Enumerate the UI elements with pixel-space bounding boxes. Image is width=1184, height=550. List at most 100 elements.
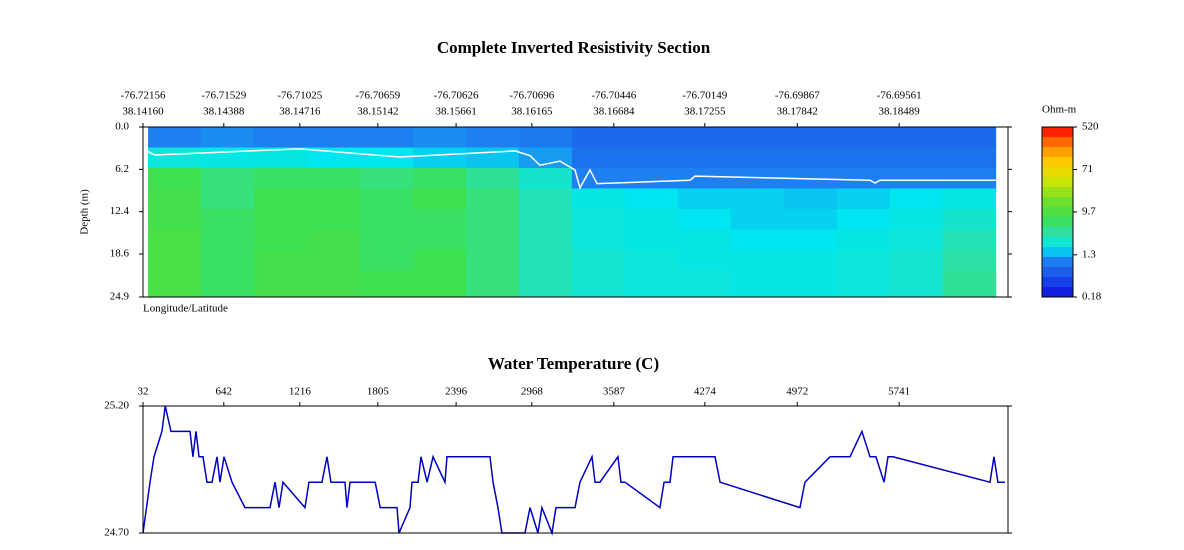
- heatmap-cell: [677, 127, 732, 148]
- bottom-line: [144, 148, 1001, 190]
- heatmap-cell: [624, 147, 679, 169]
- heatmap-cell: [306, 208, 361, 230]
- heatmap-cell: [783, 249, 838, 271]
- colorbar-band: [1042, 207, 1073, 218]
- colorbar-title: Ohm-m: [1042, 104, 1077, 116]
- line: [142, 405, 1005, 536]
- heatmap-cell: [677, 229, 732, 251]
- heatmap-cell: [889, 147, 944, 169]
- heatmap-cell: [253, 229, 308, 251]
- heatmap-cell: [942, 127, 997, 148]
- x-tick-label: 32: [138, 386, 149, 398]
- heatmap-cell: [942, 229, 997, 251]
- heatmap-cell: [465, 270, 520, 298]
- x-tick-label: -76.71025: [277, 90, 322, 102]
- colorbar-band: [1042, 227, 1073, 238]
- x-tick-label: 38.14388: [203, 106, 245, 118]
- heatmap-cell: [148, 229, 202, 251]
- heatmap-cell: [253, 249, 308, 271]
- x-tick-label: 1805: [367, 386, 390, 398]
- x-tick-label: -76.70659: [355, 90, 400, 102]
- colorbar-band: [1042, 277, 1073, 288]
- x-tick-label: -76.70446: [591, 90, 636, 102]
- x-tick-label: -76.72156: [121, 90, 166, 102]
- x-tick-label: 38.15661: [435, 106, 476, 118]
- heatmap-cell: [201, 188, 255, 210]
- plot-frame: [142, 405, 1009, 534]
- chart-title: Complete Inverted Resistivity Section: [437, 38, 711, 57]
- heatmap-cell: [942, 208, 997, 230]
- heatmap-cell: [253, 208, 308, 230]
- x-tick-label: -76.69561: [877, 90, 922, 102]
- colorbar-band: [1042, 187, 1073, 198]
- heatmap-cell: [306, 270, 361, 298]
- heatmap-cell: [359, 229, 414, 251]
- heatmap-cell: [148, 147, 202, 169]
- heatmap-cell: [359, 147, 414, 169]
- colorbar-band: [1042, 267, 1073, 278]
- colorbar-band: [1042, 137, 1073, 148]
- y-tick-label: 12.4: [110, 205, 130, 217]
- heatmap-cell: [518, 208, 573, 230]
- heatmap-cell: [306, 229, 361, 251]
- heatmap-cell: [783, 188, 838, 210]
- heatmap-cell: [783, 229, 838, 251]
- heatmap-cell: [942, 249, 997, 271]
- heatmap-cell: [783, 208, 838, 230]
- heatmap-cell: [624, 188, 679, 210]
- colorbar-band: [1042, 197, 1073, 208]
- heatmap-cell: [412, 229, 467, 251]
- heatmap-cell: [201, 249, 255, 271]
- heatmap-cell: [518, 229, 573, 251]
- heatmap-cell: [465, 208, 520, 230]
- heatmap-cell: [942, 147, 997, 169]
- y-tick-label: 18.6: [110, 248, 130, 260]
- heatmap-cell: [148, 188, 202, 210]
- x-tick-label: 38.17255: [684, 106, 726, 118]
- x-tick-label: -76.71529: [201, 90, 246, 102]
- heatmap-cell: [624, 229, 679, 251]
- chart-title: Water Temperature (C): [488, 354, 659, 373]
- heatmap-cell: [412, 208, 467, 230]
- heatmap-cell: [359, 249, 414, 271]
- heatmap-cell: [836, 127, 891, 148]
- heatmap-cell: [306, 167, 361, 189]
- heatmap-cell: [148, 249, 202, 271]
- heatmap-cell: [359, 127, 414, 148]
- heatmap-cell: [836, 208, 891, 230]
- x-axis-label: Longitude/Latitude: [143, 303, 228, 315]
- x-tick-label: -76.69867: [775, 90, 820, 102]
- heatmap-cell: [518, 270, 573, 298]
- heatmap-cell: [201, 229, 255, 251]
- colorbar-band: [1042, 147, 1073, 158]
- x-tick-label: 38.14716: [279, 106, 321, 118]
- heatmap-cell: [624, 208, 679, 230]
- heatmap-cell: [624, 167, 679, 189]
- x-tick-label: 38.17842: [777, 106, 818, 118]
- x-tick-label: 4972: [786, 386, 808, 398]
- y-tick-label: 24.9: [110, 291, 130, 303]
- heatmap-cell: [889, 249, 944, 271]
- heatmap-cell: [518, 167, 573, 189]
- y-tick-label: 0.0: [115, 121, 129, 133]
- x-tick-label: 4274: [694, 386, 717, 398]
- colorbar-band: [1042, 287, 1073, 298]
- heatmap-cell: [465, 167, 520, 189]
- heatmap-cell: [359, 167, 414, 189]
- colorbar-band: [1042, 177, 1073, 188]
- heatmap-cell: [730, 147, 785, 169]
- heatmap-cell: [412, 270, 467, 298]
- heatmap-cell: [571, 249, 626, 271]
- colorbar-band: [1042, 157, 1073, 168]
- heatmap-cell: [889, 127, 944, 148]
- heatmap-cell: [253, 188, 308, 210]
- heatmap-cell: [465, 188, 520, 210]
- heatmap-cell: [518, 147, 573, 169]
- heatmap-cell: [730, 188, 785, 210]
- colorbar-band: [1042, 237, 1073, 248]
- heatmap-cell: [783, 127, 838, 148]
- heatmap-cell: [253, 147, 308, 169]
- heatmap-cell: [836, 270, 891, 298]
- heatmap-cell: [677, 188, 732, 210]
